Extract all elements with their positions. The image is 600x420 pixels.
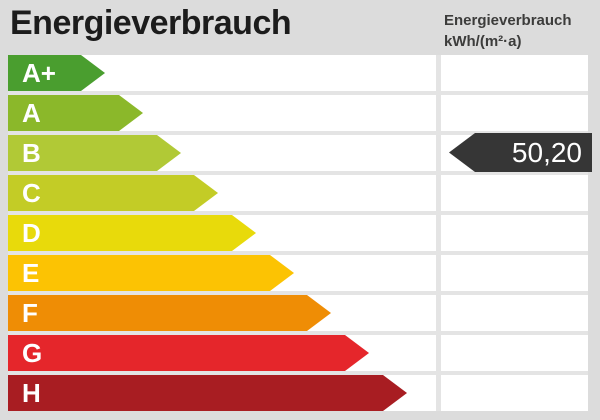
unit-value: kWh/(m²·a): [444, 33, 522, 50]
grade-arrow-B: B: [8, 135, 181, 171]
grade-arrow-G: G: [8, 335, 369, 371]
scale-row-right-cell: [441, 175, 588, 211]
page-title: Energieverbrauch: [10, 4, 292, 42]
grade-arrow-A: A: [8, 95, 143, 131]
grade-letter: A: [22, 98, 41, 128]
grade-arrow-E: E: [8, 255, 294, 291]
scale-row-right-cell: [441, 255, 588, 291]
scale-row-left-cell: G: [8, 335, 436, 371]
grade-arrow-H: H: [8, 375, 407, 411]
grade-letter: G: [22, 338, 43, 368]
scale-row-left-cell: A: [8, 95, 436, 131]
grade-letter: C: [22, 178, 41, 208]
scale-row-left-cell: E: [8, 255, 436, 291]
grade-arrow-D: D: [8, 215, 256, 251]
grade-letter: D: [22, 218, 41, 248]
scale-row-right-cell: [441, 215, 588, 251]
scale-grid: A+ A B 50,20 C D E F G H: [8, 55, 592, 411]
scale-row-left-cell: F: [8, 295, 436, 331]
unit-title: Energieverbrauch: [444, 12, 572, 29]
grade-letter: F: [22, 298, 38, 328]
unit-block: Energieverbrauch kWh/(m²·a): [444, 10, 572, 52]
scale-row-right-cell: [441, 375, 588, 411]
grade-letter: E: [22, 258, 40, 288]
scale-row-right-cell: [441, 55, 588, 91]
scale-row-right-cell: 50,20: [441, 133, 592, 172]
scale-row-left-cell: A+: [8, 55, 436, 91]
scale-row-right-cell: [441, 335, 588, 371]
grade-arrow-A+: A+: [8, 55, 105, 91]
value-arrow: 50,20: [449, 133, 592, 172]
grade-arrow-C: C: [8, 175, 218, 211]
grade-letter: A+: [22, 58, 56, 88]
scale-row-left-cell: C: [8, 175, 436, 211]
grade-arrow-F: F: [8, 295, 331, 331]
scale-row-left-cell: H: [8, 375, 436, 411]
grade-letter: B: [22, 138, 41, 168]
grade-letter: H: [22, 378, 41, 408]
scale-row-left-cell: B: [8, 135, 436, 171]
scale-row-right-cell: [441, 295, 588, 331]
value-text: 50,20: [511, 136, 582, 168]
scale-row-right-cell: [441, 95, 588, 131]
scale-row-left-cell: D: [8, 215, 436, 251]
